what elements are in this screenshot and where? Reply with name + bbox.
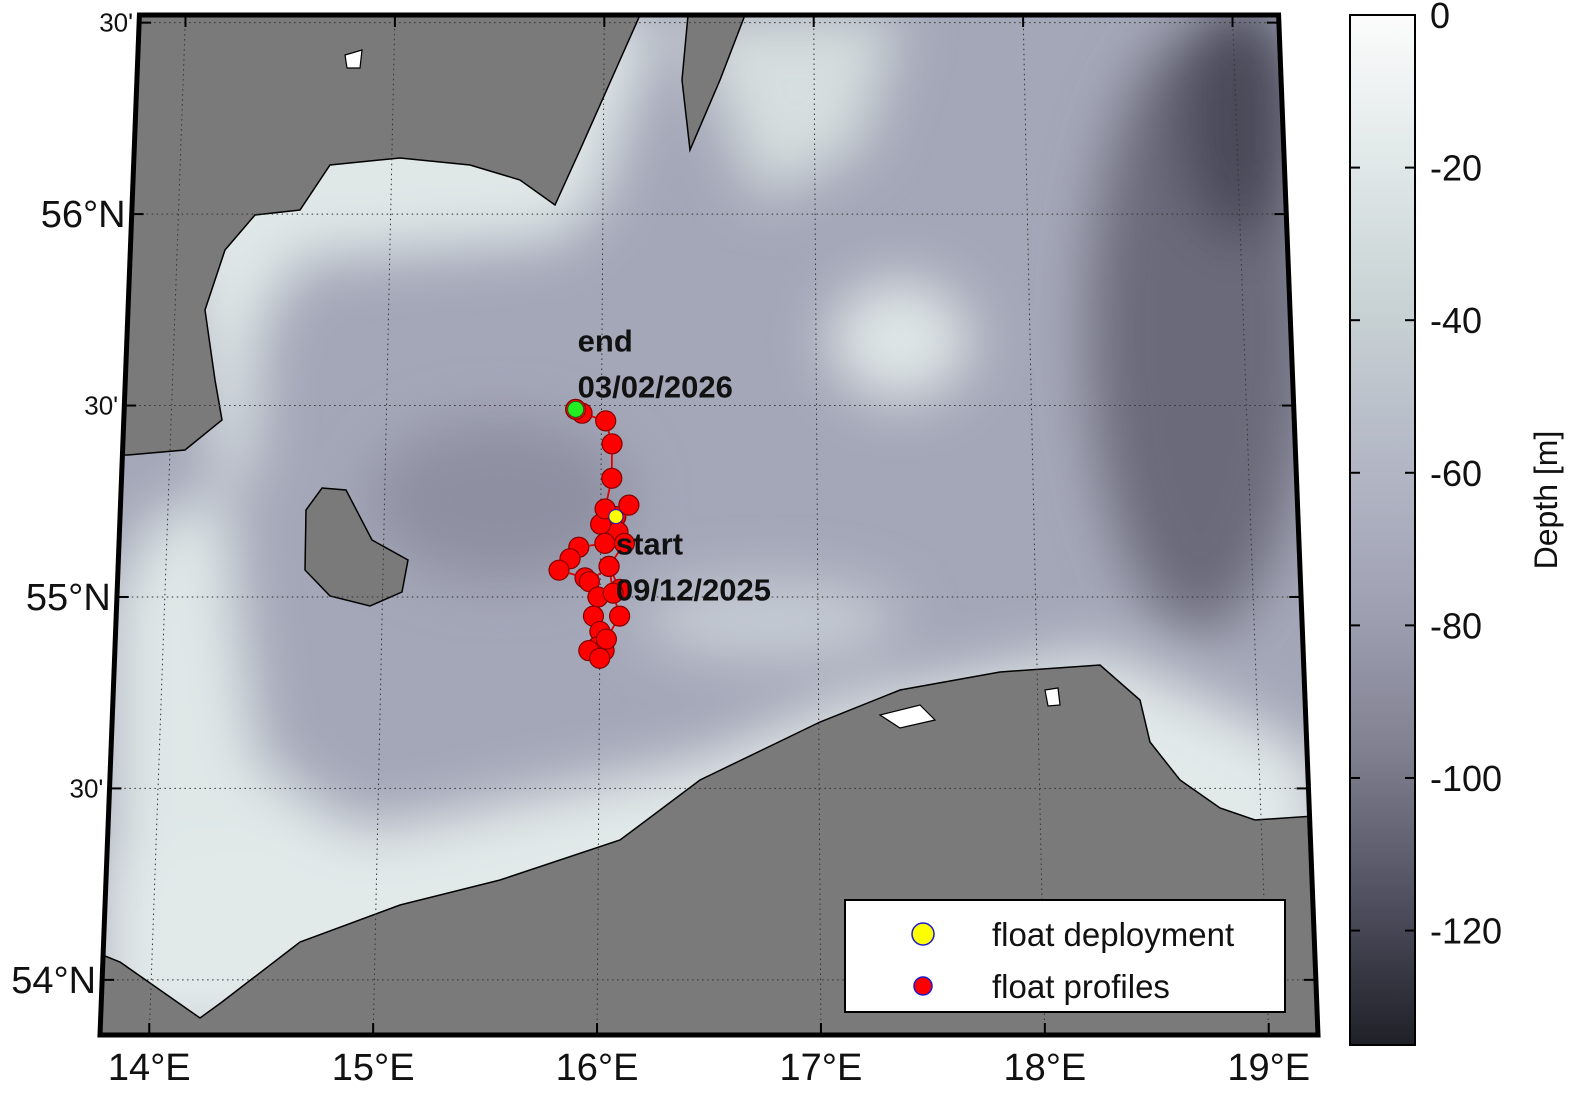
meridian bbox=[372, 14, 396, 1036]
meridian bbox=[1232, 14, 1270, 1036]
frame-border bbox=[97, 12, 1321, 1038]
profile-marker bbox=[602, 582, 624, 604]
lon-tick-label: 16°E bbox=[556, 1047, 639, 1089]
lon-tick-label: 17°E bbox=[780, 1047, 863, 1089]
profile-marker bbox=[601, 433, 623, 455]
legend: float deployment float profiles bbox=[844, 899, 1286, 1013]
legend-label: float deployment bbox=[992, 916, 1234, 953]
lat-tick-label: 30' bbox=[99, 8, 133, 38]
colorbar-tick-label: -60 bbox=[1430, 453, 1482, 494]
map-area bbox=[100, 15, 1318, 1035]
legend-marker bbox=[911, 922, 935, 946]
lat-tick-label: 54°N bbox=[11, 960, 96, 1002]
lat-tick-label: 30' bbox=[84, 391, 118, 421]
profile-marker bbox=[595, 410, 617, 432]
profile-marker bbox=[598, 555, 620, 577]
meridian bbox=[148, 14, 186, 1036]
colorbar-tick-label: -20 bbox=[1430, 148, 1482, 189]
float-track bbox=[548, 398, 640, 669]
colorbar-tick-label: -80 bbox=[1430, 605, 1482, 646]
profile-marker bbox=[589, 647, 611, 669]
profile-marker bbox=[601, 467, 623, 489]
colorbar-tick-label: -40 bbox=[1430, 300, 1482, 341]
end-annotation: end bbox=[578, 323, 633, 358]
end-annotation: 03/02/2026 bbox=[578, 369, 733, 404]
profile-marker bbox=[595, 628, 617, 650]
lon-tick-label: 15°E bbox=[332, 1047, 415, 1089]
legend-label: float profiles bbox=[992, 968, 1170, 1005]
colorbar-label: Depth [m] bbox=[1528, 431, 1564, 570]
lat-tick-label: 55°N bbox=[26, 577, 111, 619]
colorbar-tick-label: -100 bbox=[1430, 758, 1502, 799]
start-annotation: 09/12/2025 bbox=[616, 573, 771, 608]
colorbar-tick-label: 0 bbox=[1430, 0, 1450, 36]
colorbar-tick-label: -120 bbox=[1430, 911, 1502, 952]
lon-tick-label: 18°E bbox=[1003, 1047, 1086, 1089]
lat-tick-label: 30' bbox=[70, 773, 104, 803]
profile-marker bbox=[609, 605, 631, 627]
colorbar: 0 -20 -40 -60 -80 -100 -120 Depth [m] bbox=[1349, 0, 1564, 1046]
lat-tick-label: 56°N bbox=[41, 194, 126, 236]
colorbar-scale bbox=[1349, 14, 1416, 1046]
lakes bbox=[344, 49, 1061, 729]
profile-marker bbox=[594, 532, 616, 554]
start-annotation: start bbox=[616, 527, 683, 562]
lon-tick-label: 19°E bbox=[1227, 1047, 1310, 1089]
profile-marker bbox=[613, 532, 635, 554]
profile-marker bbox=[618, 494, 640, 516]
end-marker bbox=[567, 400, 585, 418]
meridian bbox=[1022, 14, 1046, 1036]
lon-tick-label: 14°E bbox=[108, 1047, 191, 1089]
map-frame bbox=[97, 12, 1321, 1038]
legend-marker bbox=[913, 976, 933, 996]
profile-marker bbox=[548, 559, 570, 581]
labels: 14°E 15°E 16°E 17°E 18°E 19°E 54°N 30' 55°N 30' 56… bbox=[11, 8, 1310, 1089]
meridian bbox=[813, 14, 822, 1036]
deployment-marker bbox=[608, 509, 624, 525]
